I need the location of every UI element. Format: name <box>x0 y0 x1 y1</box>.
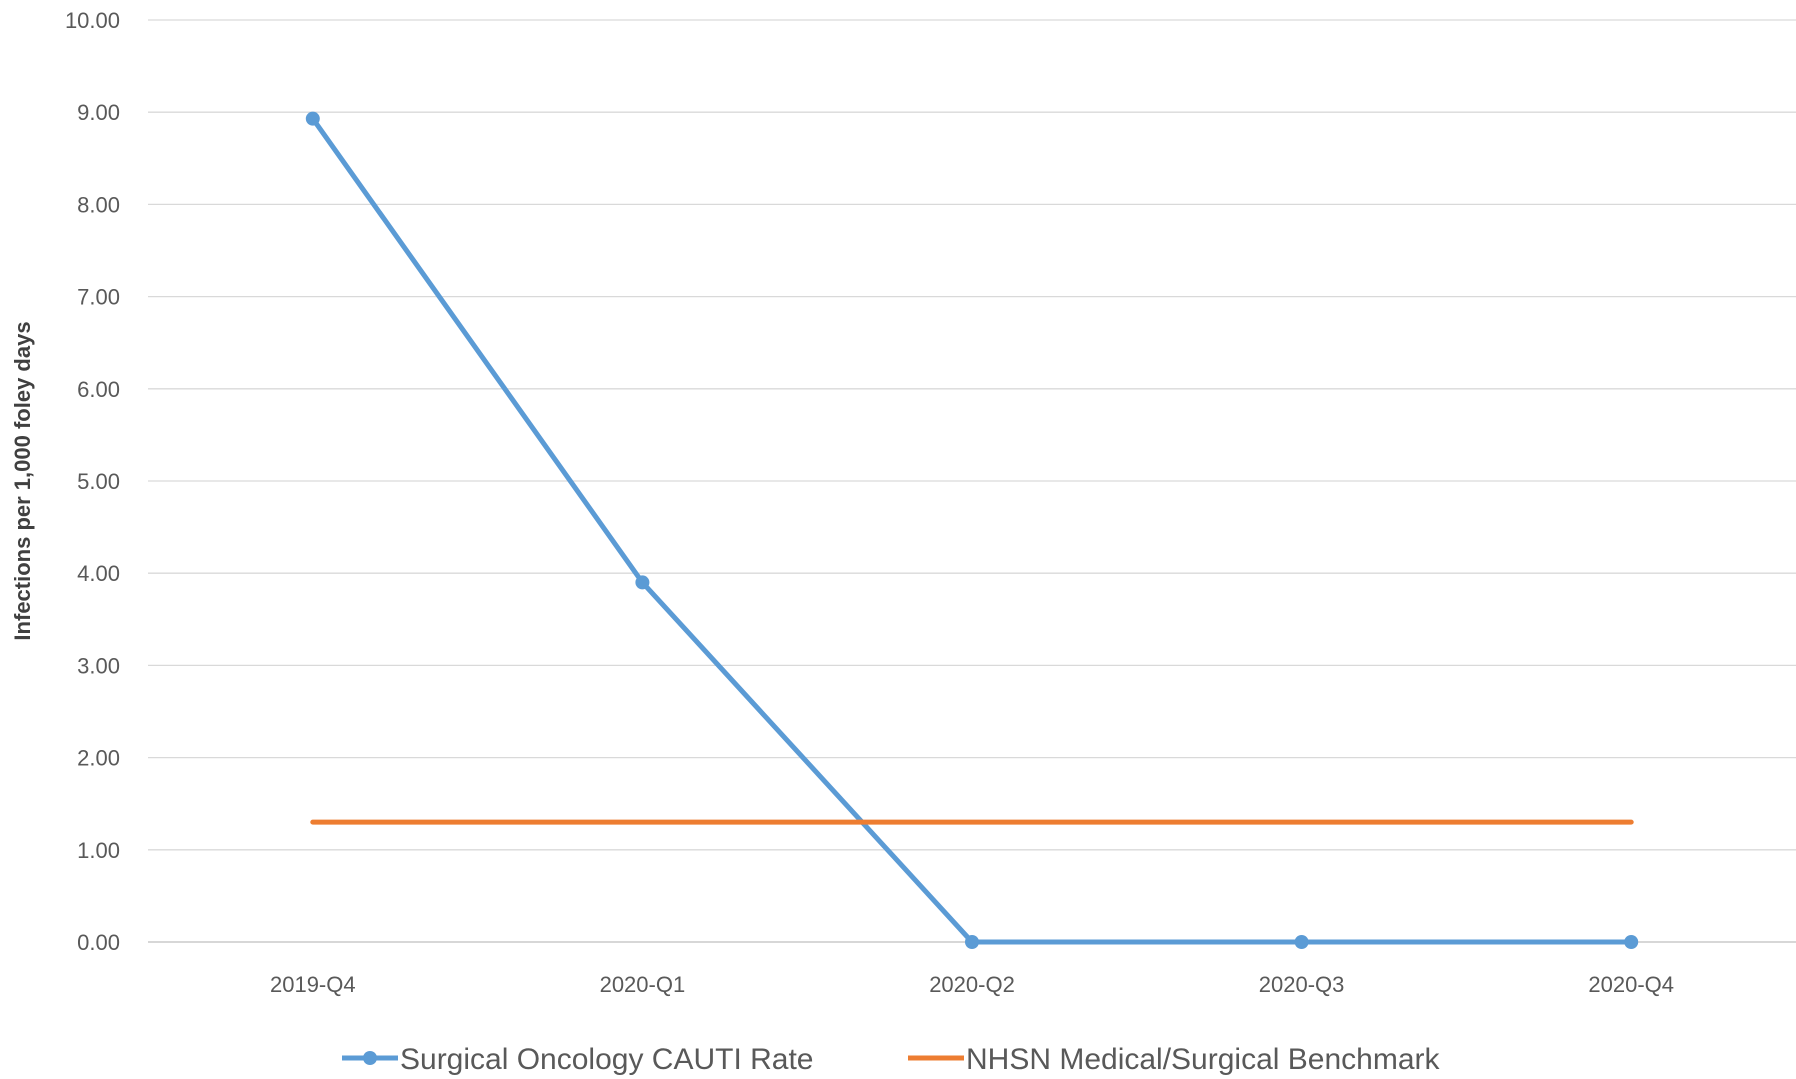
legend-label: NHSN Medical/Surgical Benchmark <box>966 1043 1440 1076</box>
y-tick-label: 6.00 <box>77 377 120 402</box>
y-tick-label: 2.00 <box>77 746 120 771</box>
data-point <box>635 575 650 590</box>
x-tick-label: 2020-Q4 <box>1588 972 1674 997</box>
gridlines <box>148 19 1796 943</box>
data-point <box>965 935 979 949</box>
y-tick-label: 1.00 <box>77 838 120 863</box>
data-point <box>1624 935 1639 949</box>
y-tick-label: 0.00 <box>77 930 120 955</box>
legend: Surgical Oncology CAUTI Rate NHSN Medical… <box>342 1043 1440 1076</box>
series-group <box>305 111 1639 949</box>
y-axis-label: Infections per 1,000 foley days <box>10 321 35 640</box>
x-tick-label: 2019-Q4 <box>270 972 356 997</box>
y-tick-label: 7.00 <box>77 285 120 310</box>
legend-item-2: NHSN Medical/Surgical Benchmark <box>908 1043 1440 1076</box>
legend-marker <box>363 1051 377 1065</box>
x-axis-tick-labels: 2019-Q4 2020-Q1 2020-Q2 2020-Q3 2020-Q4 <box>270 972 1674 997</box>
x-tick-label: 2020-Q2 <box>929 972 1015 997</box>
legend-item-1: Surgical Oncology CAUTI Rate <box>342 1043 814 1076</box>
y-tick-label: 8.00 <box>77 192 120 217</box>
x-tick-label: 2020-Q3 <box>1259 972 1345 997</box>
y-tick-label: 5.00 <box>77 469 120 494</box>
legend-label: Surgical Oncology CAUTI Rate <box>400 1043 814 1076</box>
y-tick-label: 10.00 <box>65 8 120 33</box>
y-tick-label: 3.00 <box>77 653 120 678</box>
y-tick-label: 4.00 <box>77 561 120 586</box>
series-line <box>310 116 1634 945</box>
y-axis-tick-labels: 0.00 1.00 2.00 3.00 4.00 5.00 6.00 7.00 8.00 9.00… <box>65 8 120 955</box>
data-point <box>1294 935 1309 949</box>
series-1 <box>305 111 1639 949</box>
x-tick-label: 2020-Q1 <box>600 972 686 997</box>
y-tick-label: 9.00 <box>77 100 120 125</box>
data-point <box>305 111 320 126</box>
